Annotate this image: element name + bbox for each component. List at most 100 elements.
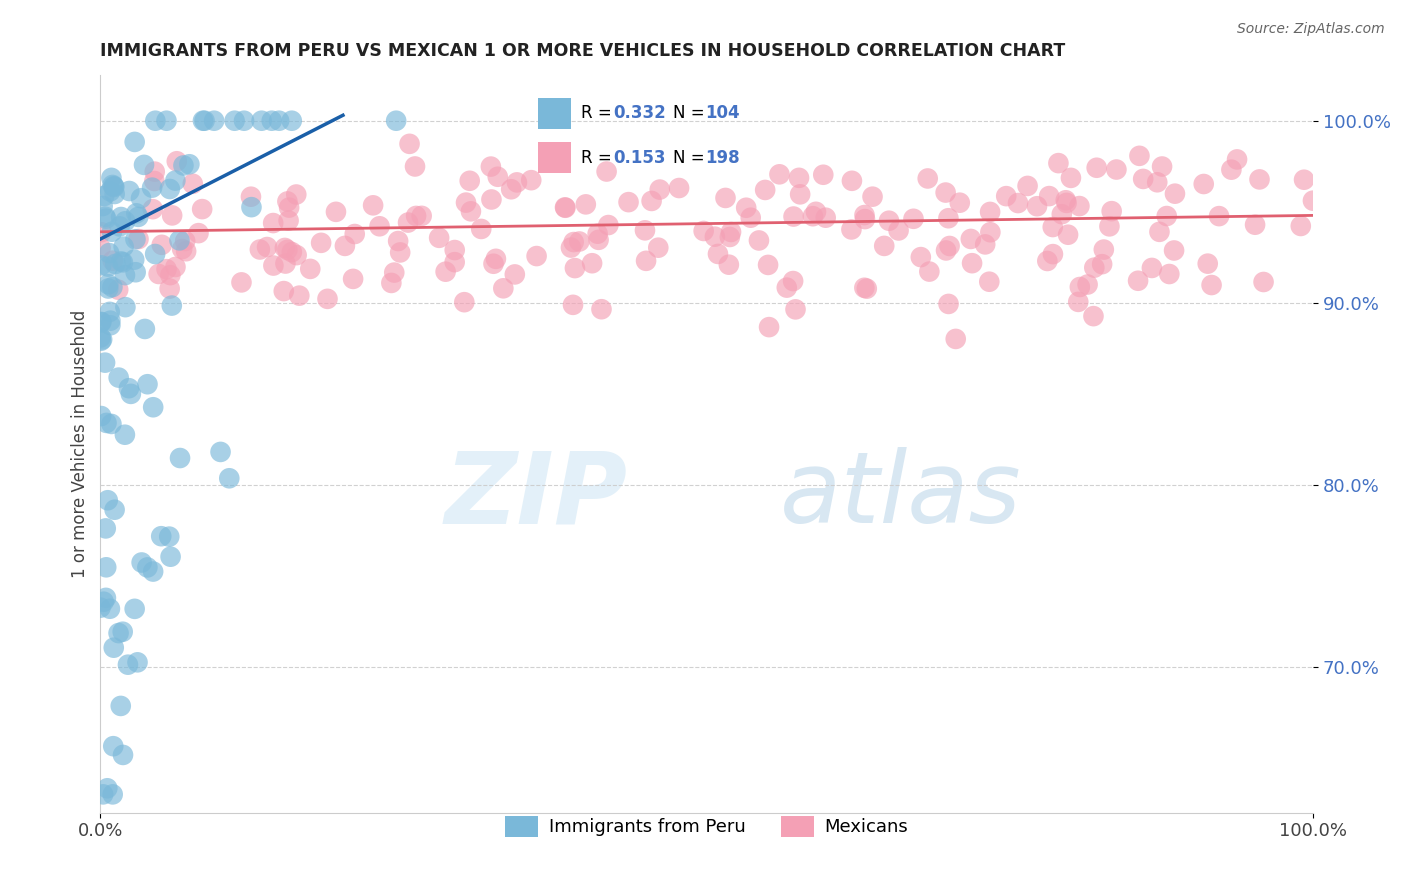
Point [1007, 196, 1029, 211]
Point [707, 247, 730, 261]
Point [785, 302, 807, 317]
Point [101, 178, 124, 192]
Point [1067, 294, 1090, 309]
Text: atlas: atlas [779, 447, 1021, 544]
Point [299, 261, 322, 276]
Point [368, 219, 391, 234]
Point [191, 113, 214, 128]
Point [938, 297, 960, 311]
Text: ZIP: ZIP [444, 447, 628, 544]
Point [101, 253, 124, 268]
Point [506, 175, 529, 189]
Point [122, 252, 145, 267]
Point [1220, 162, 1243, 177]
Point [903, 211, 925, 226]
Point [782, 210, 804, 224]
Point [114, 427, 136, 442]
Point [159, 549, 181, 564]
Point [288, 288, 311, 302]
Point [274, 241, 297, 255]
Point [443, 243, 465, 257]
Point [100, 170, 122, 185]
Point [155, 262, 177, 277]
Point [389, 245, 412, 260]
Point [1083, 260, 1105, 275]
Point [396, 216, 419, 230]
Point [262, 216, 284, 230]
Point [101, 225, 124, 239]
Point [385, 113, 408, 128]
Text: IMMIGRANTS FROM PERU VS MEXICAN 1 OR MORE VEHICLES IN HOUSEHOLD CORRELATION CHAR: IMMIGRANTS FROM PERU VS MEXICAN 1 OR MOR… [100, 42, 1066, 60]
Point [470, 222, 492, 236]
Point [768, 167, 790, 181]
Point [668, 181, 690, 195]
Point [877, 213, 900, 227]
Point [98, 601, 121, 615]
Point [117, 657, 139, 672]
Point [595, 164, 617, 178]
Point [278, 201, 301, 215]
Point [120, 387, 142, 401]
Point [101, 788, 124, 802]
Point [647, 241, 669, 255]
Point [853, 212, 876, 227]
Point [776, 280, 799, 294]
Point [132, 158, 155, 172]
Point [562, 298, 585, 312]
Point [166, 154, 188, 169]
Point [142, 565, 165, 579]
Point [1156, 209, 1178, 223]
Point [127, 210, 149, 224]
Point [855, 282, 877, 296]
Point [256, 240, 278, 254]
Point [110, 254, 132, 268]
Point [114, 268, 136, 282]
Point [1050, 207, 1073, 221]
Point [231, 276, 253, 290]
Point [124, 265, 146, 279]
Point [118, 381, 141, 395]
Point [96, 781, 118, 796]
Point [233, 113, 256, 128]
Point [112, 240, 135, 254]
Point [159, 268, 181, 282]
Point [1289, 219, 1312, 233]
Point [568, 235, 591, 249]
Point [1244, 218, 1267, 232]
Point [343, 227, 366, 241]
Point [97, 493, 120, 508]
Point [1164, 186, 1187, 201]
Point [1126, 274, 1149, 288]
Point [127, 656, 149, 670]
Point [434, 265, 457, 279]
Point [564, 261, 586, 276]
Point [1047, 156, 1070, 170]
Point [443, 255, 465, 269]
Text: Source: ZipAtlas.com: Source: ZipAtlas.com [1237, 22, 1385, 37]
Point [782, 274, 804, 288]
Point [949, 195, 972, 210]
Point [165, 260, 187, 274]
Point [316, 292, 339, 306]
Point [172, 158, 194, 172]
Point [1208, 209, 1230, 223]
Point [90, 225, 112, 239]
Point [720, 225, 742, 239]
Point [157, 530, 180, 544]
Point [90, 315, 112, 329]
Point [873, 239, 896, 253]
Point [1017, 178, 1039, 193]
Point [979, 275, 1001, 289]
Point [125, 206, 148, 220]
Point [249, 243, 271, 257]
Point [100, 318, 122, 333]
Point [100, 313, 122, 327]
Point [801, 209, 824, 223]
Point [1057, 227, 1080, 242]
Point [598, 218, 620, 232]
Point [94, 521, 117, 535]
Point [617, 195, 640, 210]
Point [143, 247, 166, 261]
Point [129, 191, 152, 205]
Point [945, 332, 967, 346]
